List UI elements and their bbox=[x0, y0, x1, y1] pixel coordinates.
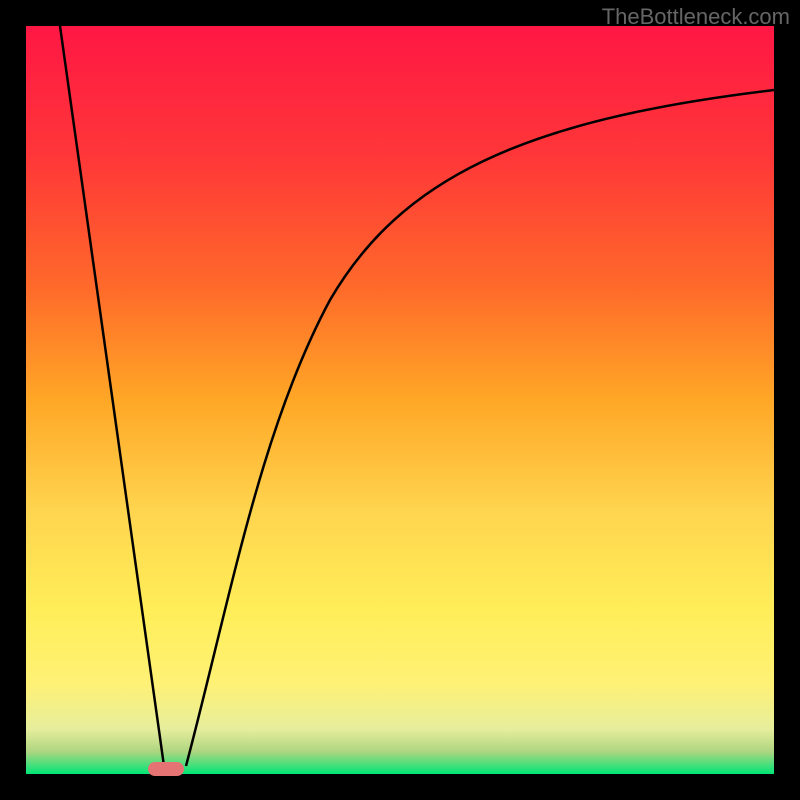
watermark-label: TheBottleneck.com bbox=[602, 4, 790, 30]
optimum-marker bbox=[148, 762, 184, 776]
chart-plot-area bbox=[26, 26, 774, 774]
bottleneck-chart: TheBottleneck.com bbox=[0, 0, 800, 800]
chart-svg bbox=[0, 0, 800, 800]
